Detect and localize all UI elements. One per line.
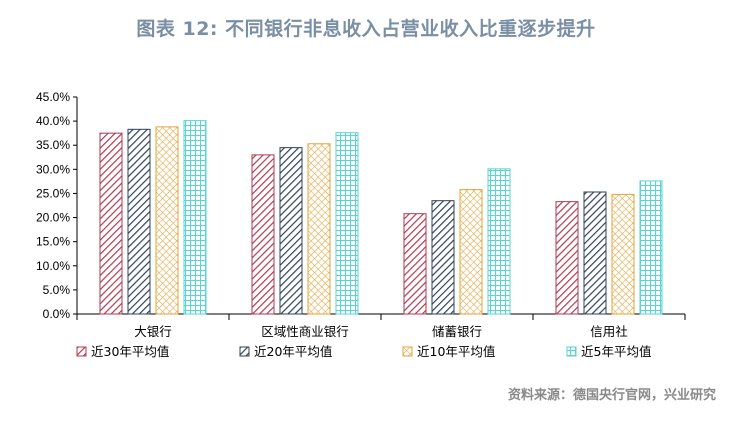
legend-label: 近5年平均值 xyxy=(581,344,651,359)
bar xyxy=(431,200,455,315)
x-category-label: 大银行 xyxy=(134,324,172,339)
legend-swatch xyxy=(76,346,87,357)
bar xyxy=(155,126,179,315)
legend-label: 近30年平均值 xyxy=(91,344,169,359)
legend-label: 近20年平均值 xyxy=(254,344,332,359)
y-tick-label: 40.0% xyxy=(36,114,70,128)
x-category-label: 信用社 xyxy=(590,324,628,339)
bar xyxy=(583,191,607,315)
bar xyxy=(487,168,511,315)
y-tick-label: 25.0% xyxy=(36,186,70,200)
y-tick-label: 30.0% xyxy=(36,162,70,176)
x-category-label: 区域性商业银行 xyxy=(261,324,349,339)
legend-label: 近10年平均值 xyxy=(417,344,495,359)
bar xyxy=(335,132,359,315)
bar xyxy=(183,120,207,315)
bar xyxy=(99,132,123,315)
bar xyxy=(251,154,275,315)
bar xyxy=(611,193,635,315)
bar xyxy=(639,180,663,315)
y-tick-label: 45.0% xyxy=(36,90,70,104)
x-category-label: 储蓄银行 xyxy=(432,324,482,339)
y-tick-label: 20.0% xyxy=(36,211,70,225)
legend-swatch xyxy=(566,346,577,357)
y-tick-label: 5.0% xyxy=(43,283,71,297)
y-tick-label: 10.0% xyxy=(36,259,70,273)
bar xyxy=(279,147,303,315)
bar xyxy=(555,201,579,315)
bar xyxy=(459,189,483,315)
legend-swatch xyxy=(239,346,250,357)
chart-bars xyxy=(99,120,663,315)
chart-title: 图表 12: 不同银行非息收入占营业收入比重逐步提升 xyxy=(136,18,596,40)
bar xyxy=(403,213,427,315)
bar xyxy=(307,143,331,315)
chart-axes: 0.0% 5.0% 10.0% 15.0% 20.0% 25.0% 30.0% 35.0% 40… xyxy=(36,90,686,339)
source-note: 资料来源：德国央行官网，兴业研究 xyxy=(507,388,716,403)
y-tick-label: 35.0% xyxy=(36,138,70,152)
bar xyxy=(127,128,151,315)
legend-swatch xyxy=(402,346,413,357)
y-tick-label: 15.0% xyxy=(36,235,70,249)
chart-legend: 近30年平均值 近20年平均值 近10年平均值 近5年平均值 xyxy=(76,344,651,359)
y-tick-label: 0.0% xyxy=(43,307,71,321)
